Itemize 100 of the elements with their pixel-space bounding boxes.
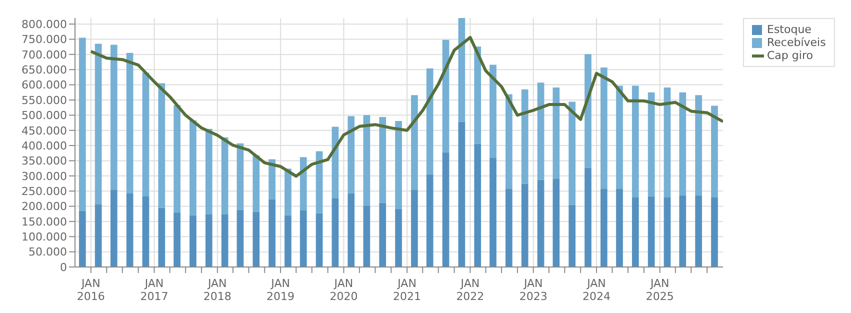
y-tick-label: 150.000: [22, 215, 67, 228]
bar: [221, 214, 228, 267]
bar: [506, 94, 512, 189]
bar: [174, 212, 180, 267]
bar: [94, 204, 102, 267]
y-tick-label: 500.000: [22, 109, 67, 122]
y-tick-label: 700.000: [22, 48, 67, 62]
line-series: [89, 36, 723, 178]
bar: [695, 195, 702, 267]
bar: [236, 210, 244, 267]
bar: [126, 52, 134, 194]
bar: [300, 157, 307, 211]
bar: [568, 102, 576, 205]
bar: [126, 194, 134, 267]
bar: [584, 168, 592, 267]
bar: [632, 197, 639, 267]
bar: [474, 144, 482, 267]
bar: [252, 155, 260, 212]
bar: [158, 208, 166, 267]
x-tick-label: JAN 2025: [646, 277, 674, 303]
bar: [78, 210, 86, 267]
bar: [348, 116, 355, 194]
bar: [648, 196, 655, 267]
bar: [490, 64, 496, 158]
bar: [379, 116, 386, 203]
bar: [94, 44, 102, 204]
x-tick-label: JAN 2017: [140, 277, 168, 303]
legend-label: Cap giro: [767, 49, 813, 62]
bar: [174, 105, 180, 212]
x-tick-label: JAN 2021: [393, 277, 422, 303]
bar: [616, 188, 623, 267]
bar: [395, 208, 402, 267]
bar: [458, 18, 466, 122]
bar: [442, 152, 450, 267]
x-tick-label: JAN 2022: [456, 277, 484, 303]
x-tick-label: JAN 2016: [76, 277, 105, 303]
y-tick-label: 250.000: [22, 184, 67, 198]
bar: [711, 197, 718, 267]
y-tick-label: 550.000: [22, 94, 67, 107]
bar: [537, 82, 544, 180]
bar: [205, 128, 212, 214]
bar: [664, 197, 671, 267]
bar: [205, 214, 212, 267]
x-tick-label: JAN 2019: [266, 277, 295, 303]
bar: [284, 215, 292, 267]
bar: [490, 158, 496, 267]
bar: [236, 143, 244, 210]
legend-label: Estoque: [767, 23, 812, 36]
y-tick-label: 300.000: [22, 170, 67, 183]
y-tick-label: 0: [60, 260, 67, 274]
x-tick-label: JAN 2018: [203, 277, 232, 303]
bar: [474, 46, 482, 144]
bar: [552, 178, 560, 267]
bar: [600, 67, 608, 189]
bar: [316, 151, 323, 214]
y-tick-label: 100.000: [22, 230, 67, 244]
y-tick-label: 750.000: [22, 33, 67, 46]
bar: [411, 95, 418, 190]
bar: [190, 120, 196, 216]
bar: [379, 202, 386, 267]
bar: [537, 180, 544, 267]
x-tick-label: JAN 2024: [582, 277, 611, 303]
x-tick-label: JAN 2020: [330, 277, 358, 303]
y-tick-label: 600.000: [22, 78, 67, 92]
bar: [300, 210, 307, 267]
y-tick-label: 650.000: [22, 64, 67, 77]
bar: [142, 72, 150, 197]
bar: [711, 106, 718, 198]
y-tick-label: 400.000: [22, 139, 67, 152]
bar: [521, 184, 528, 267]
bar: [600, 188, 608, 267]
bar: [411, 190, 418, 267]
bar: [568, 204, 576, 267]
bar: [506, 188, 512, 267]
bar: [332, 198, 339, 267]
bar: [348, 193, 355, 267]
bar: [664, 88, 671, 198]
bar: [268, 199, 276, 267]
bar: [252, 212, 260, 267]
bar: [316, 213, 323, 267]
bar: [110, 190, 118, 267]
bar: [158, 83, 166, 208]
bar: [679, 92, 686, 196]
y-tick-label: 50.000: [28, 246, 67, 259]
bar: [695, 95, 702, 196]
bar: [521, 89, 528, 184]
bar: [616, 86, 623, 189]
x-tick-label: JAN 2023: [519, 277, 548, 303]
bar: [426, 174, 434, 267]
y-tick-label: 200.000: [22, 200, 67, 214]
bar: [142, 196, 150, 267]
bar: [648, 92, 655, 196]
bar: [268, 159, 276, 200]
bar: [110, 44, 118, 190]
bar: [78, 38, 86, 211]
bar: [395, 120, 402, 209]
bar: [679, 195, 686, 267]
y-tick-label: 450.000: [22, 124, 67, 138]
bar: [190, 215, 196, 267]
bar: [458, 122, 466, 267]
